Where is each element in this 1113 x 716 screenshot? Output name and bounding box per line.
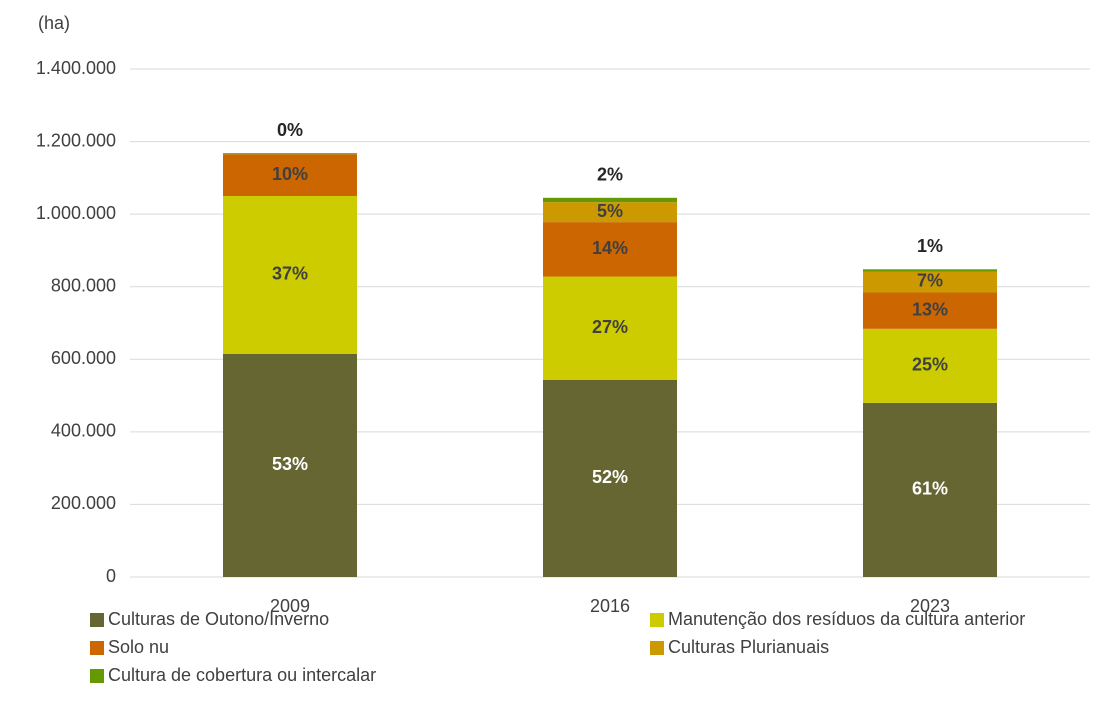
bar-segment [223,353,357,577]
data-label: 2% [597,165,623,185]
y-tick-label: 200.000 [51,493,116,513]
axis-label: (ha) [38,13,70,33]
y-tick-label: 1.400.000 [36,58,116,78]
data-label: 53% [272,454,308,474]
legend-label: Culturas Plurianuais [668,637,829,657]
y-tick-label: 0 [106,566,116,586]
legend-swatch [90,641,104,655]
data-label: 52% [592,467,628,487]
legend-label: Cultura de cobertura ou intercalar [108,665,376,685]
y-tick-label: 400.000 [51,421,116,441]
y-tick-label: 1.200.000 [36,130,116,150]
bar-segment [543,222,677,277]
bar-segment [863,271,997,293]
data-label: 13% [912,299,948,319]
data-label: 7% [917,271,943,291]
data-label: 10% [272,164,308,184]
bar-segment [223,196,357,354]
y-tick-label: 600.000 [51,348,116,368]
bar-segment [223,154,357,196]
legend-swatch [650,641,664,655]
data-label: 5% [597,201,623,221]
x-tick-label: 2016 [590,596,630,616]
bar-segment [543,276,677,380]
data-label: 25% [912,355,948,375]
y-tick-label: 800.000 [51,275,116,295]
data-label: 61% [912,479,948,499]
data-label: 27% [592,317,628,337]
x-tick-label: 2023 [910,596,950,616]
data-label: 1% [917,236,943,256]
bar-segment [863,328,997,403]
legend-label: Manutenção dos resíduos da cultura anter… [668,609,1025,629]
x-tick-label: 2009 [270,596,310,616]
bar-segment [223,153,357,155]
legend-label: Solo nu [108,637,169,657]
data-label: 37% [272,264,308,284]
y-tick-label: 1.000.000 [36,203,116,223]
bar-segment [543,202,677,223]
legend-swatch [650,613,664,627]
legend-swatch [90,669,104,683]
bar-segment [863,292,997,329]
bar-segment [543,197,677,203]
data-label: 0% [277,120,303,140]
bar-segment [543,379,677,577]
legend-label: Culturas de Outono/Inverno [108,609,329,629]
bar-segment [863,402,997,577]
data-label: 14% [592,238,628,258]
legend-swatch [90,613,104,627]
bar-segment [863,269,997,272]
